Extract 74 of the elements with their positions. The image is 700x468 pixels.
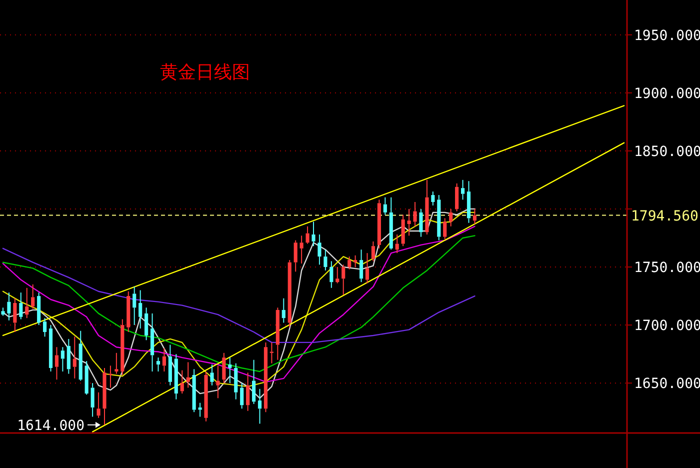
- candlestick: [114, 352, 118, 374]
- ref-line-label: 1794.560: [631, 208, 698, 224]
- candlestick: [419, 208, 423, 238]
- candlestick: [324, 249, 328, 271]
- candlestick: [252, 359, 256, 404]
- candlestick: [449, 208, 453, 227]
- candlestick: [132, 286, 136, 326]
- candlestick: [108, 365, 112, 388]
- candlestick: [312, 221, 316, 247]
- candlestick: [96, 392, 100, 418]
- candlestick: [348, 256, 352, 270]
- candlestick: [210, 364, 214, 386]
- candlestick: [180, 370, 184, 394]
- candlestick: [37, 292, 41, 326]
- candlestick: [102, 367, 106, 426]
- candlestick: [377, 199, 381, 249]
- candlestick: [472, 208, 477, 225]
- candlestick: [383, 196, 387, 216]
- candlestick: [90, 382, 94, 418]
- candlestick: [144, 307, 148, 341]
- candlestick: [72, 336, 76, 379]
- candlestick: [300, 235, 304, 264]
- candlestick: [413, 201, 417, 227]
- candlestick: [60, 346, 64, 372]
- candlestick: [150, 312, 154, 372]
- candlestick: [204, 370, 208, 422]
- candlestick: [276, 307, 280, 360]
- candlestick: [228, 357, 232, 384]
- candlestick: [1, 307, 5, 316]
- candlestick: [258, 388, 262, 424]
- candlestick: [138, 290, 142, 330]
- candlestick: [282, 298, 286, 324]
- candlestick: [466, 180, 471, 224]
- candlestick: [13, 298, 17, 333]
- candlestick: [318, 234, 322, 266]
- candlestick: [270, 342, 274, 364]
- candlestick: [162, 348, 166, 372]
- candlestick: [306, 226, 310, 244]
- line-series: [2, 248, 476, 344]
- candlestick: [460, 179, 465, 200]
- candlestick: [425, 179, 429, 235]
- candlestick: [354, 254, 358, 268]
- candlestick: [222, 352, 226, 384]
- candlestick: [288, 260, 292, 328]
- candlestick: [156, 357, 160, 372]
- candlestick: [25, 287, 29, 319]
- candlestick: [330, 260, 334, 288]
- candlestick: [437, 194, 441, 241]
- candlestick: [66, 338, 70, 374]
- candlestick: [240, 382, 244, 410]
- candlestick: [431, 191, 435, 206]
- candlestick: [395, 234, 399, 254]
- candlestick: [126, 290, 130, 333]
- candlestick: [342, 264, 346, 296]
- candlestick: [120, 318, 124, 376]
- candlestick: [7, 292, 11, 321]
- candlestick: [455, 182, 459, 212]
- candlestick: [48, 324, 53, 372]
- candlestick: [234, 362, 238, 400]
- candlestick: [246, 372, 250, 412]
- candlestick: [198, 402, 202, 418]
- candlestick: [78, 330, 82, 382]
- candlestick: [407, 208, 411, 236]
- candlestick: [359, 249, 364, 283]
- candlestick: [216, 365, 220, 399]
- candlestick: [42, 318, 47, 338]
- candlestick: [168, 344, 172, 386]
- candlestick: [264, 342, 268, 413]
- candlestick: [174, 354, 178, 400]
- candlestick: [186, 362, 190, 388]
- text: 黄金日线图: [160, 62, 250, 83]
- candlestick: [31, 284, 35, 310]
- candlestick: [54, 346, 59, 380]
- annotation: 1614.000: [17, 418, 84, 434]
